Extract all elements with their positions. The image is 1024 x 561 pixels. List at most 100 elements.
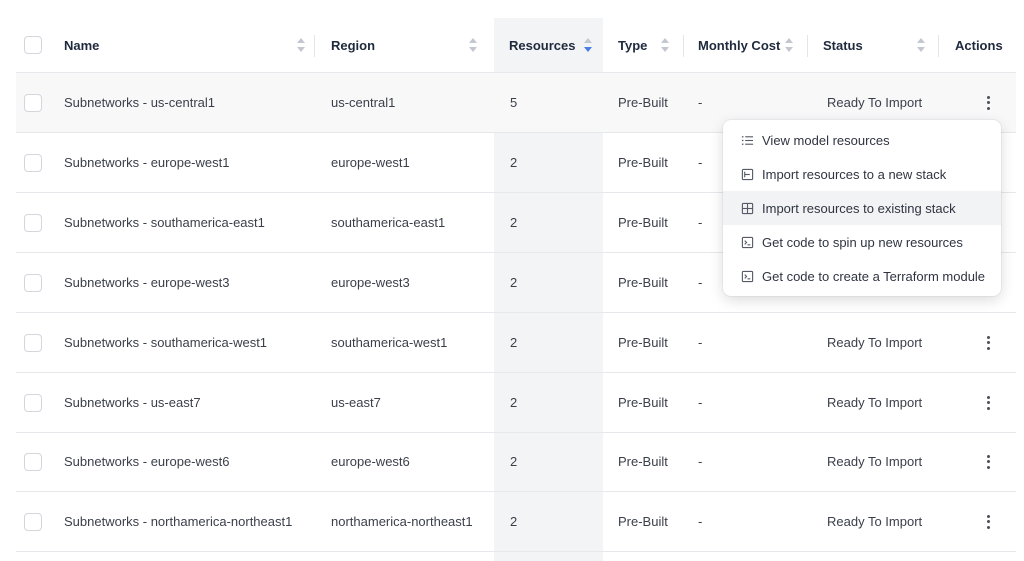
- cell-resources: 2: [510, 454, 518, 469]
- cell-name: Subnetworks - southamerica-west1: [64, 335, 268, 350]
- row-checkbox-cell: [24, 133, 42, 192]
- menu-item-view-model-resources[interactable]: View model resources: [723, 123, 1001, 157]
- row-actions-cell: [981, 73, 995, 132]
- cell-monthly-cost: -: [698, 335, 703, 350]
- cell-monthly-cost: -: [698, 155, 703, 170]
- cell-type: Pre-Built: [618, 215, 668, 230]
- table-row[interactable]: Subnetworks - us-central1 us-central1 5 …: [16, 73, 1016, 133]
- column-label-resources: Resources: [509, 37, 576, 53]
- table-row[interactable]: Subnetworks - northamerica-northeast1 no…: [16, 492, 1016, 552]
- sort-icon[interactable]: [784, 38, 794, 52]
- cell-resources: 2: [510, 275, 518, 290]
- cell-type: Pre-Built: [618, 514, 668, 529]
- cell-region: europe-west6: [331, 454, 410, 469]
- row-checkbox-cell: [24, 193, 42, 252]
- more-actions-icon[interactable]: [981, 453, 995, 471]
- terminal-icon: [741, 236, 754, 248]
- cell-type: Pre-Built: [618, 335, 668, 350]
- cell-status: Ready To Import: [827, 395, 923, 410]
- column-header-status[interactable]: Status: [823, 18, 926, 72]
- cell-type: Pre-Built: [618, 395, 668, 410]
- cell-type: Pre-Built: [618, 454, 668, 469]
- menu-item-get-code-terraform-module[interactable]: Get code to create a Terraform module: [723, 259, 1001, 293]
- row-checkbox[interactable]: [24, 153, 42, 172]
- sort-icon[interactable]: [916, 38, 926, 52]
- row-actions-cell: [981, 492, 995, 551]
- column-header-type[interactable]: Type: [618, 18, 670, 72]
- terminal-icon: [741, 270, 754, 282]
- menu-item-import-existing-stack[interactable]: Import resources to existing stack: [723, 191, 1001, 225]
- column-header-monthly-cost[interactable]: Monthly Cost: [698, 18, 794, 72]
- cell-monthly-cost: -: [698, 95, 703, 110]
- table-row[interactable]: Subnetworks - europe-west6 europe-west6 …: [16, 432, 1016, 492]
- row-checkbox-cell: [24, 432, 42, 491]
- row-checkbox[interactable]: [24, 393, 42, 412]
- more-actions-icon[interactable]: [981, 513, 995, 531]
- table-row[interactable]: Subnetworks - us-east7 us-east7 2 Pre-Bu…: [16, 373, 1016, 433]
- cell-type: Pre-Built: [618, 275, 668, 290]
- row-checkbox[interactable]: [24, 452, 42, 471]
- cell-resources: 2: [510, 155, 518, 170]
- sort-active-icon[interactable]: [583, 38, 593, 52]
- column-label-status: Status: [823, 37, 863, 53]
- row-checkbox[interactable]: [24, 512, 42, 531]
- column-label-monthly-cost: Monthly Cost: [698, 37, 781, 53]
- import-existing-icon: [741, 202, 754, 214]
- row-actions-cell: [981, 313, 995, 372]
- column-label-actions: Actions: [955, 37, 1003, 53]
- cell-name: Subnetworks - europe-west1: [64, 155, 230, 170]
- sort-icon[interactable]: [296, 38, 306, 52]
- more-actions-icon[interactable]: [981, 394, 995, 412]
- cell-status: Ready To Import: [827, 95, 923, 110]
- column-label-type: Type: [618, 37, 648, 53]
- menu-item-label: Import resources to existing stack: [762, 200, 956, 216]
- more-actions-icon[interactable]: [981, 94, 995, 112]
- cell-status: Ready To Import: [827, 454, 923, 469]
- sort-icon[interactable]: [468, 38, 478, 52]
- column-header-region[interactable]: Region: [331, 18, 478, 72]
- cell-resources: 2: [510, 335, 518, 350]
- column-divider: [683, 35, 684, 57]
- row-actions-cell: [981, 432, 995, 491]
- column-label-name: Name: [64, 37, 100, 53]
- table-row[interactable]: Subnetworks - europe-west3 europe-west3 …: [16, 253, 1016, 313]
- select-all-checkbox[interactable]: [24, 36, 42, 54]
- cell-monthly-cost: -: [698, 514, 703, 529]
- column-label-region: Region: [331, 37, 376, 53]
- cell-name: Subnetworks - europe-west6: [64, 454, 230, 469]
- row-actions-cell: [981, 373, 995, 432]
- cell-name: Subnetworks - northamerica-northeast1: [64, 514, 293, 529]
- more-actions-icon[interactable]: [981, 334, 995, 352]
- cell-resources: 2: [510, 395, 518, 410]
- cell-name: Subnetworks - europe-west3: [64, 275, 230, 290]
- cell-region: southamerica-west1: [331, 335, 448, 350]
- import-new-icon: [741, 168, 754, 180]
- column-header-resources[interactable]: Resources: [509, 18, 593, 72]
- cell-name: Subnetworks - southamerica-east1: [64, 215, 265, 230]
- sort-icon[interactable]: [660, 38, 670, 52]
- menu-item-import-new-stack[interactable]: Import resources to a new stack: [723, 157, 1001, 191]
- table-row[interactable]: Subnetworks - europe-west1 europe-west1 …: [16, 133, 1016, 193]
- cell-region: europe-west1: [331, 155, 410, 170]
- menu-item-get-code-new-resources[interactable]: Get code to spin up new resources: [723, 225, 1001, 259]
- menu-item-label: Import resources to a new stack: [762, 166, 947, 182]
- row-checkbox-cell: [24, 73, 42, 132]
- row-checkbox-cell: [24, 492, 42, 551]
- cell-resources: 2: [510, 215, 518, 230]
- row-checkbox-cell: [24, 253, 42, 312]
- table-row[interactable]: Subnetworks - southamerica-west1 southam…: [16, 313, 1016, 373]
- row-checkbox[interactable]: [24, 213, 42, 232]
- cell-region: southamerica-east1: [331, 215, 446, 230]
- table-row[interactable]: Subnetworks - southamerica-east1 southam…: [16, 193, 1016, 253]
- row-checkbox[interactable]: [24, 273, 42, 292]
- column-header-name[interactable]: Name: [64, 18, 306, 72]
- cell-name: Subnetworks - us-east7: [64, 395, 201, 410]
- row-checkbox[interactable]: [24, 93, 42, 112]
- menu-item-label: Get code to create a Terraform module: [762, 268, 986, 284]
- row-checkbox[interactable]: [24, 333, 42, 352]
- select-all-cell: [24, 18, 42, 72]
- column-divider: [314, 35, 315, 57]
- cell-monthly-cost: -: [698, 215, 703, 230]
- cell-status: Ready To Import: [827, 514, 923, 529]
- cell-monthly-cost: -: [698, 275, 703, 290]
